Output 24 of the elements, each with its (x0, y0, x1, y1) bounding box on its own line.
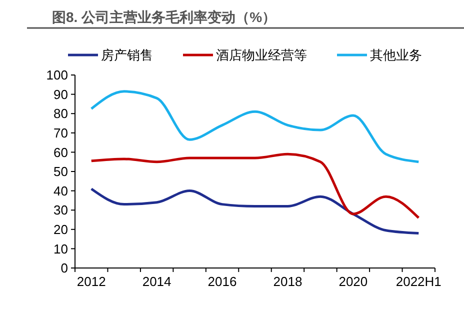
legend-label: 酒店物业经营等 (216, 48, 307, 63)
y-tick-label: 30 (54, 202, 68, 218)
x-tick-label: 2018 (273, 274, 302, 289)
y-tick-label: 90 (54, 86, 68, 102)
x-tick-label: 2016 (208, 274, 237, 289)
line-series (90, 152, 420, 220)
x-tick-label: 2012 (76, 274, 106, 289)
legend-label: 房产销售 (101, 48, 153, 63)
y-tick-label: 60 (54, 144, 68, 160)
y-tick-label: 80 (54, 106, 68, 122)
y-tick-label: 40 (54, 183, 68, 198)
y-tick-label: 50 (54, 164, 68, 180)
x-tick-label: 2020 (338, 274, 368, 289)
y-tick-label: 70 (54, 125, 68, 140)
y-tick-label: 20 (54, 222, 68, 237)
x-tick-label: 2014 (142, 274, 172, 289)
legend-label: 其他业务 (370, 48, 422, 63)
y-tick-label: 100 (46, 68, 68, 83)
x-tick-label: 2022H1 (396, 274, 442, 289)
y-tick-label: 0 (60, 260, 68, 276)
chart-title: 图8. 公司主营业务毛利率变动（%） (52, 9, 276, 25)
line-series (90, 188, 420, 235)
line-series (90, 90, 420, 164)
y-tick-label: 10 (54, 241, 68, 256)
